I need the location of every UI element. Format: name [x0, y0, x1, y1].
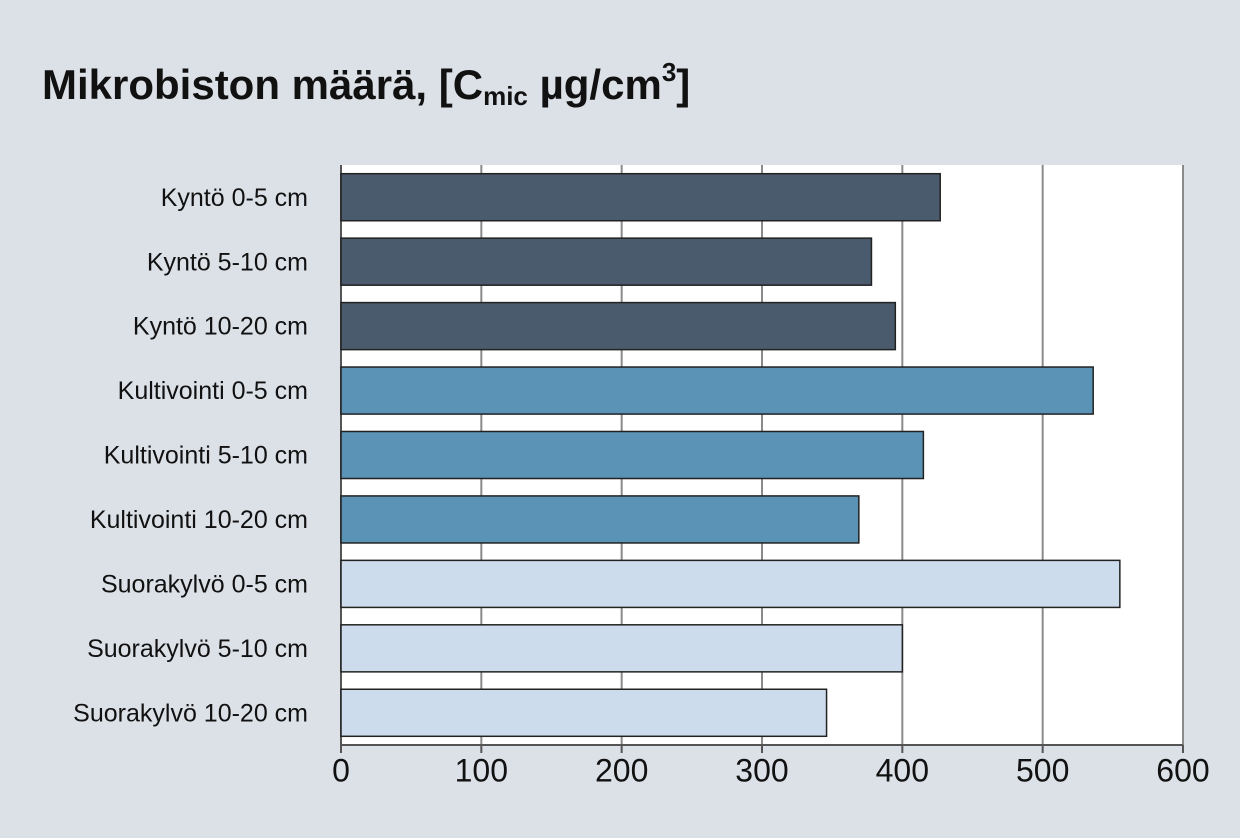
x-tick-label: 0	[332, 752, 350, 788]
bar	[340, 366, 1094, 415]
x-tick-label: 600	[1156, 752, 1209, 788]
title-part: mic	[483, 81, 528, 111]
bar	[340, 624, 904, 673]
title-part: ]	[676, 61, 690, 108]
x-tick-label: 500	[1016, 752, 1069, 788]
title-part: Mikrobiston määrä, [C	[42, 61, 483, 108]
bar	[340, 301, 897, 351]
x-tick-label: 400	[876, 752, 929, 788]
x-tick-label: 100	[455, 752, 508, 788]
y-tick-label: Kultivointi 5-10 cm	[104, 442, 308, 470]
bar	[340, 559, 1121, 609]
y-tick-label: Kultivointi 0-5 cm	[118, 377, 308, 405]
title-part: 3	[662, 57, 676, 87]
bar	[340, 688, 828, 738]
y-tick-label: Kyntö 10-20 cm	[133, 313, 308, 341]
y-tick-label: Kultivointi 10-20 cm	[90, 506, 308, 534]
bar	[340, 495, 860, 544]
bar	[340, 172, 941, 222]
y-tick-label: Kyntö 5-10 cm	[147, 248, 308, 276]
bar	[340, 430, 925, 480]
title-part: µg/cm	[528, 61, 662, 108]
y-tick-label: Suorakylvö 5-10 cm	[87, 635, 308, 663]
chart-title: Mikrobiston määrä, [Cmic µg/cm3]	[42, 57, 690, 111]
y-tick-label: Suorakylvö 10-20 cm	[73, 699, 308, 727]
x-tick-label: 200	[595, 752, 648, 788]
y-tick-label: Suorakylvö 0-5 cm	[101, 570, 308, 598]
y-tick-label: Kyntö 0-5 cm	[161, 184, 308, 212]
x-tick-label: 300	[735, 752, 788, 788]
bar	[340, 237, 873, 286]
